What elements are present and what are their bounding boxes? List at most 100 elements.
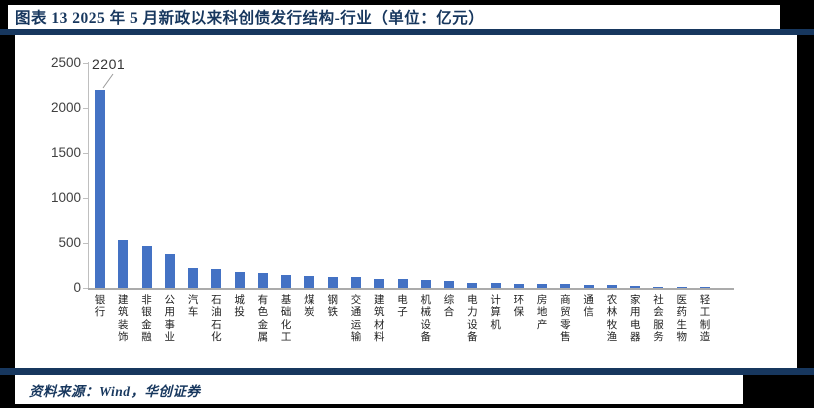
y-axis-tick-label: 1500 <box>50 145 81 160</box>
x-category-label-char: 社 <box>653 295 664 306</box>
x-category-label-char: 房 <box>536 295 548 306</box>
x-category-label-char: 输 <box>350 331 362 343</box>
x-category-label: 汽车 <box>186 295 200 320</box>
x-axis-line <box>88 288 734 290</box>
x-category-label: 计算机 <box>489 295 503 332</box>
bar <box>513 283 524 288</box>
x-category-label-char: 售 <box>560 331 571 343</box>
x-category-label-char: 设 <box>420 319 432 331</box>
x-category-label-char: 综 <box>443 295 455 306</box>
x-category-label-char: 合 <box>443 307 455 319</box>
source-text: 资料来源：Wind，华创证券 <box>29 383 201 399</box>
x-category-label-char: 料 <box>373 331 385 343</box>
x-category-label-char: 电 <box>467 295 478 306</box>
bar <box>467 283 478 288</box>
bar <box>141 245 152 288</box>
bar <box>560 284 571 288</box>
x-category-label-char: 子 <box>397 307 408 319</box>
x-category-label-char: 电 <box>397 295 408 306</box>
x-category-label: 医药生物 <box>675 295 689 344</box>
bar <box>537 283 548 288</box>
bar <box>118 239 129 288</box>
x-category-label: 综合 <box>442 295 456 320</box>
bar <box>164 253 175 288</box>
figure-title-bar: 图表 13 2025 年 5 月新政以来科创债发行结构-行业（单位：亿元） <box>8 5 780 29</box>
y-axis-tick-mark <box>83 243 88 244</box>
x-category-label-char: 建 <box>373 295 385 306</box>
x-category-label-char: 银 <box>94 295 106 306</box>
x-category-label-char: 渔 <box>606 331 618 343</box>
x-category-label-char: 工 <box>280 331 292 343</box>
x-category-label: 电子 <box>396 295 410 320</box>
y-axis-tick-mark <box>83 63 88 64</box>
y-axis-line <box>88 62 89 289</box>
x-category-label-char: 运 <box>350 319 362 331</box>
x-category-label: 电力设备 <box>465 295 479 344</box>
x-category-label-char: 公 <box>164 295 176 306</box>
source-bar: 资料来源：Wind，华创证券 <box>15 375 743 404</box>
bar <box>490 283 501 288</box>
x-category-label: 煤炭 <box>302 295 316 320</box>
y-axis-tick-label: 0 <box>73 280 81 295</box>
bar <box>327 277 338 288</box>
x-category-label-char: 业 <box>164 331 176 343</box>
x-category-label-char: 电 <box>629 319 641 331</box>
x-category-label-char: 交 <box>350 295 362 306</box>
bar <box>583 285 594 288</box>
x-category-label-char: 贸 <box>560 307 571 319</box>
x-category-label-char: 轻 <box>699 295 711 306</box>
bar <box>350 277 361 288</box>
bar <box>374 279 385 288</box>
x-category-label: 公用事业 <box>163 295 177 344</box>
y-axis-tick-mark <box>83 153 88 154</box>
bar <box>630 286 641 288</box>
x-category-label-char: 制 <box>699 319 711 331</box>
x-category-label-char: 石 <box>211 295 222 306</box>
x-category-label-char: 属 <box>257 331 269 343</box>
x-category-label: 机械设备 <box>419 295 433 344</box>
top-divider-rule <box>0 29 814 35</box>
x-category-label-char: 造 <box>699 331 711 343</box>
x-category-label-char: 投 <box>234 307 245 319</box>
x-category-label-char: 用 <box>629 307 641 319</box>
x-category-label-char: 零 <box>560 319 571 331</box>
x-category-label-char: 炭 <box>304 307 315 319</box>
bar <box>420 280 431 288</box>
x-category-label-char: 铁 <box>327 307 338 319</box>
x-category-label-char: 备 <box>467 331 478 343</box>
y-axis-tick-label: 500 <box>58 235 81 250</box>
bar <box>281 275 292 288</box>
x-category-label: 非银金融 <box>140 295 154 344</box>
y-axis-tick-mark <box>83 108 88 109</box>
bar <box>676 287 687 288</box>
x-category-label-char: 油 <box>211 307 222 319</box>
x-category-label-char: 医 <box>676 295 688 306</box>
bar <box>444 280 455 288</box>
x-category-label-char: 产 <box>536 319 548 331</box>
x-category-label-char: 建 <box>118 295 129 306</box>
x-category-label: 建筑装饰 <box>116 295 130 344</box>
x-category-label-char: 材 <box>373 319 385 331</box>
bar <box>234 271 245 288</box>
x-category-label-char: 金 <box>141 319 152 331</box>
x-category-label-char: 煤 <box>304 295 315 306</box>
x-category-label: 轻工制造 <box>698 295 712 344</box>
x-category-label-char: 有 <box>257 295 269 306</box>
annotation-leader-line-svg <box>102 73 114 89</box>
x-category-label-char: 化 <box>211 331 222 343</box>
y-axis-tick-label: 2500 <box>50 55 81 70</box>
x-category-label: 家用电器 <box>628 295 642 344</box>
bar-value-annotation: 2201 <box>92 56 126 72</box>
chart-card: 0 500 1000 1500 2000 2500 银行建筑装饰非银金融公用事业汽车石油石化… <box>15 35 797 368</box>
x-category-label-char: 车 <box>187 307 199 319</box>
bar <box>95 89 105 288</box>
x-category-label-char: 环 <box>513 295 525 306</box>
x-category-label-char: 装 <box>118 319 129 331</box>
x-category-label-char: 家 <box>629 295 641 306</box>
x-category-label-char: 械 <box>420 307 432 319</box>
x-category-label-char: 商 <box>560 295 571 306</box>
x-category-label-char: 力 <box>467 307 478 319</box>
x-category-label-char: 林 <box>606 307 618 319</box>
bar <box>653 286 664 288</box>
